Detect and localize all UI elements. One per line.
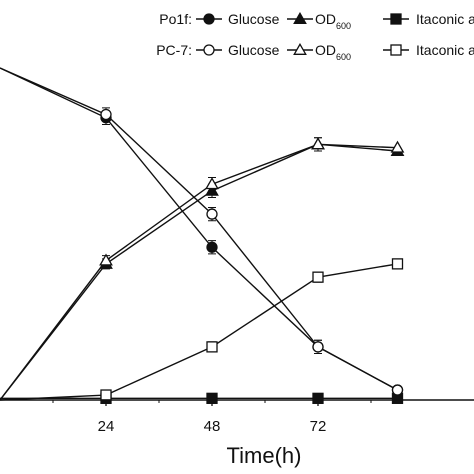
legend-marker	[203, 44, 215, 56]
legend-item-label: Glucose	[228, 42, 280, 58]
legend-marker	[293, 42, 307, 55]
legend-marker	[390, 44, 402, 56]
x-axis: 24 48 72	[0, 399, 474, 435]
x-tick-label: 48	[204, 418, 221, 435]
legend-group-label: Po1f:	[159, 11, 192, 27]
x-tick-label: 24	[98, 418, 115, 435]
legend-item-label: Itaconic a	[416, 42, 474, 58]
data-point	[391, 258, 404, 270]
legend-group-label: PC-7:	[156, 42, 192, 58]
series-pc-7-itaconic-acid	[0, 258, 404, 401]
data-point	[312, 271, 324, 283]
legend-marker	[390, 13, 402, 25]
data-point	[391, 384, 404, 396]
series-pc-7-glucose	[0, 67, 404, 396]
data-point	[100, 108, 112, 121]
data-point	[312, 341, 324, 353]
x-axis-title: Time(h)	[227, 443, 302, 468]
data-point	[390, 140, 405, 153]
data-point	[206, 208, 218, 220]
data-point	[205, 177, 219, 190]
legend-item-subscript: 600	[336, 21, 351, 31]
legend-item-label: Glucose	[228, 11, 280, 27]
data-point	[100, 389, 112, 401]
data-point	[206, 241, 218, 253]
legend-item-subscript: 600	[336, 52, 351, 62]
data-point	[311, 137, 325, 150]
data-point	[99, 253, 113, 266]
series-pc-7-od600	[0, 137, 405, 401]
x-tick-label: 72	[310, 418, 327, 435]
legend-item-label: Itaconic a	[416, 11, 474, 27]
plot-area	[0, 67, 405, 404]
legend-marker	[293, 11, 307, 24]
legend-row: PC-7: Glucose OD600 Itaconic a	[156, 42, 474, 62]
legend-marker	[203, 13, 215, 25]
data-point	[206, 341, 218, 353]
